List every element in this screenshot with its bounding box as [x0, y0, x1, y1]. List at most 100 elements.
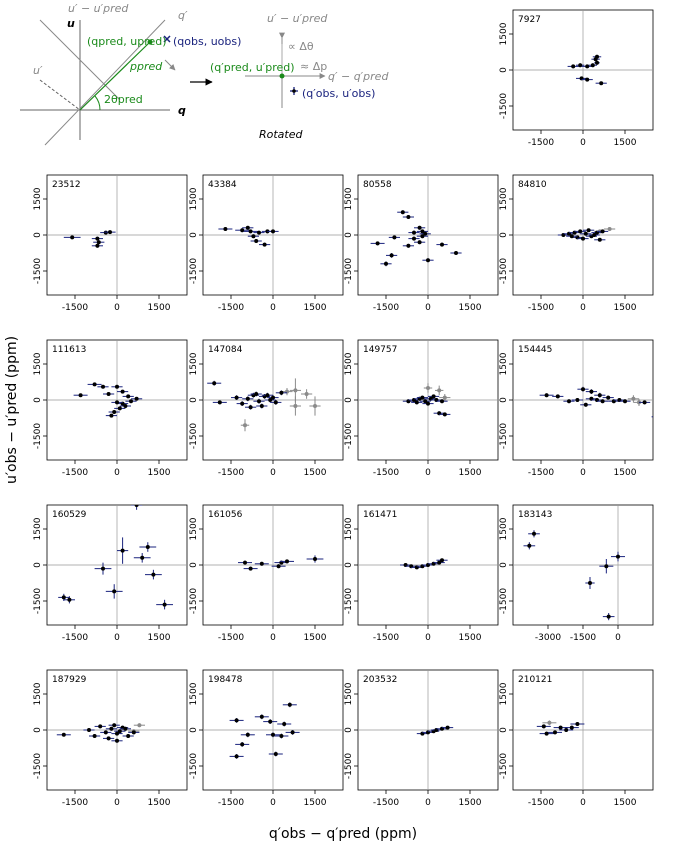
- x-tick-label: -1500: [528, 798, 554, 808]
- panel-149757: -1500 0 1500 -1500 0 1500 149757: [344, 339, 499, 478]
- x-tick-label: -1500: [62, 468, 88, 478]
- x-tick-label: 0: [270, 798, 276, 808]
- data-point: [544, 393, 549, 398]
- y-tick-label: -1500: [499, 588, 509, 614]
- x-tick-label: -1500: [218, 468, 244, 478]
- data-point: [558, 725, 563, 730]
- data-point: [245, 225, 250, 230]
- x-tick-label: 1500: [459, 468, 482, 478]
- data-point: [541, 724, 546, 729]
- data-point: [532, 531, 536, 536]
- obs-point-marker: [163, 35, 171, 43]
- data-point: [254, 239, 259, 243]
- data-point: [437, 560, 442, 565]
- y-tick-label: 0: [344, 397, 354, 403]
- panel-label: 147084: [208, 345, 243, 355]
- panel-label: 23512: [52, 180, 81, 190]
- data-point: [223, 227, 228, 231]
- x-tick-label: -1500: [62, 633, 88, 643]
- x-tick-label: 0: [425, 468, 431, 478]
- data-point: [87, 728, 91, 732]
- x-tick-label: -1500: [218, 633, 244, 643]
- data-point: [406, 215, 411, 219]
- data-point: [553, 730, 557, 735]
- panel-label: 149757: [363, 345, 397, 355]
- data-point: [245, 732, 250, 737]
- data-point: [106, 736, 111, 741]
- pred-point-label: (qpred, upred): [87, 35, 167, 48]
- x-tick-label: -1500: [570, 633, 596, 643]
- data-point: [234, 718, 239, 723]
- data-point: [109, 413, 114, 418]
- data-points: [73, 382, 143, 418]
- data-point: [134, 396, 139, 401]
- y-tick-label: -1500: [189, 258, 199, 284]
- panel-label: 80558: [363, 180, 392, 190]
- gray-data-point: [547, 720, 552, 725]
- panel-183143: -3000 -1500 0 -1500 0 1500 183143: [499, 504, 654, 643]
- data-point: [95, 236, 100, 241]
- u-axis-label: u: [67, 17, 75, 30]
- y-tick-label: -1500: [344, 423, 354, 449]
- data-point: [262, 242, 267, 247]
- data-point: [440, 558, 444, 563]
- panel-23512: -1500 0 1500 -1500 0 1500 23512: [33, 174, 188, 313]
- data-points: [218, 225, 279, 247]
- y-tick-label: -1500: [499, 258, 509, 284]
- gray-data-point: [442, 395, 447, 400]
- data-point: [212, 381, 217, 386]
- data-points: [229, 702, 300, 759]
- data-point: [112, 589, 117, 594]
- y-tick-label: 0: [189, 397, 199, 403]
- panel-198478: -1500 0 1500 -1500 0 1500 198478: [189, 669, 344, 808]
- obs-point-label: (qobs, uobs): [173, 35, 241, 48]
- data-point: [606, 614, 611, 619]
- data-point: [273, 400, 278, 405]
- data-point: [245, 396, 250, 401]
- panel-label: 183143: [518, 510, 552, 520]
- data-point: [588, 581, 592, 585]
- x-tick-label: 1500: [614, 468, 637, 478]
- x-tick-label: 1500: [304, 303, 327, 313]
- data-point: [126, 394, 131, 399]
- gray-data-point: [293, 388, 298, 393]
- rot-pred-point-label: (q′pred, u′pred): [210, 61, 295, 74]
- angle-label: 2θpred: [104, 93, 143, 106]
- data-point: [273, 752, 278, 756]
- data-point: [268, 719, 273, 724]
- y-tick-label: 0: [499, 232, 509, 238]
- data-point: [265, 393, 270, 398]
- rot-q-axis-label: q′ − q′pred: [328, 70, 389, 83]
- data-point: [254, 392, 259, 396]
- rot-obs-point-label: (q′obs, u′obs): [302, 87, 375, 100]
- panel-label: 154445: [518, 345, 552, 355]
- data-points: [207, 378, 321, 432]
- data-point: [112, 410, 117, 414]
- y-tick-label: 1500: [189, 517, 199, 540]
- data-point: [597, 237, 602, 242]
- data-point: [595, 60, 599, 65]
- data-point: [109, 726, 114, 731]
- data-point: [440, 399, 444, 404]
- data-point: [117, 729, 122, 734]
- y-tick-label: 1500: [33, 352, 43, 375]
- gray-data-point: [137, 723, 142, 728]
- data-points: [557, 227, 616, 242]
- y-tick-label: 1500: [499, 187, 509, 210]
- data-point: [578, 63, 583, 68]
- data-point: [287, 702, 292, 707]
- panel-label: 160529: [52, 510, 87, 520]
- data-points: [400, 558, 448, 570]
- data-point: [67, 597, 72, 602]
- data-point: [115, 400, 119, 405]
- panel-161471: -1500 0 1500 -1500 0 1500 161471: [344, 504, 499, 643]
- x-tick-label: 1500: [148, 303, 171, 313]
- data-points: [536, 720, 585, 736]
- data-point: [248, 229, 253, 234]
- data-point: [600, 399, 605, 404]
- data-point: [271, 229, 275, 234]
- x-tick-label: 0: [425, 798, 431, 808]
- y-tick-label: 1500: [189, 352, 199, 375]
- data-point: [279, 734, 284, 738]
- gray-data-point: [293, 404, 298, 408]
